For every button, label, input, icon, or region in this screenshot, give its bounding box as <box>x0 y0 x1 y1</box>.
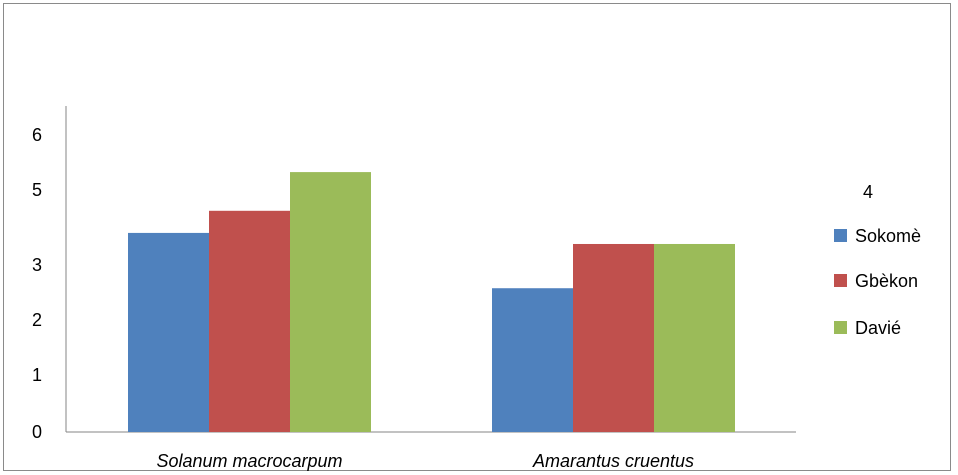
y-tick-label: 0 <box>32 422 42 442</box>
legend-label: Sokomè <box>855 226 921 246</box>
legend-swatch-davi <box>834 321 847 334</box>
legend-label: Gbèkon <box>855 271 918 291</box>
bar-sokom-0 <box>128 232 209 432</box>
y-tick-label: 3 <box>32 255 42 275</box>
y-tick-label: 6 <box>32 125 42 145</box>
y-tick-label: 1 <box>32 365 42 385</box>
legend-swatch-sokom <box>834 229 847 242</box>
bar-gbkon-0 <box>209 210 290 432</box>
bar-davi-0 <box>290 172 371 432</box>
x-category-label: Amarantus cruentus <box>532 451 694 471</box>
y-tick-label: 2 <box>32 310 42 330</box>
x-category-label: Solanum macrocarpum <box>156 451 342 471</box>
legend-header: 4 <box>863 182 873 202</box>
bar-davi-1 <box>654 243 735 432</box>
legend-swatch-gbkon <box>834 274 847 287</box>
bar-sokom-1 <box>492 288 573 432</box>
legend-label: Davié <box>855 318 901 338</box>
bar-gbkon-1 <box>573 243 654 432</box>
y-tick-label: 5 <box>32 180 42 200</box>
